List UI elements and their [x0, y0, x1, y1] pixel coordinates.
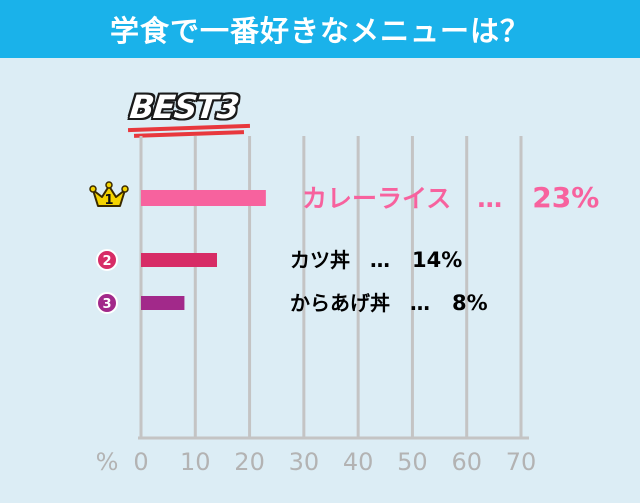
bar-label-1: カレーライス — [302, 184, 451, 213]
bar-label-2: カツ丼 — [290, 248, 350, 272]
rank-label-3: 3 — [102, 297, 111, 312]
bar-3 — [141, 296, 185, 310]
bar-label-separator-2: … — [370, 248, 390, 272]
bar-value-label-1: 23% — [532, 181, 599, 214]
x-tick-label-7: 70 — [506, 448, 537, 476]
x-tick-label-5: 50 — [397, 448, 428, 476]
bar-2 — [141, 253, 217, 267]
crown-icon — [89, 181, 129, 207]
bar-label-separator-1: … — [477, 184, 502, 213]
rank-badge-2 — [96, 249, 118, 271]
header-bar: 学食で一番好きなメニューは？ — [0, 0, 640, 58]
bar-value-label-3: 8% — [452, 291, 488, 315]
bar-value-label-2: 14% — [412, 248, 462, 272]
bar-1 — [141, 190, 266, 206]
x-tick-label-1: 10 — [180, 448, 211, 476]
bar-label-3: からあげ丼 — [290, 291, 390, 315]
rank-label-2: 2 — [102, 254, 111, 269]
bar-label-separator-3: … — [410, 291, 430, 315]
rank-badge-3 — [96, 292, 118, 314]
x-tick-label-0: 0 — [133, 448, 148, 476]
rank-label-1: 1 — [104, 193, 113, 208]
x-axis-unit-label: % — [96, 448, 119, 476]
page-title: 学食で一番好きなメニューは？ — [109, 14, 530, 48]
x-tick-label-6: 60 — [451, 448, 482, 476]
x-tick-label-2: 20 — [234, 448, 265, 476]
x-tick-label-4: 40 — [343, 448, 374, 476]
x-tick-label-3: 30 — [289, 448, 320, 476]
